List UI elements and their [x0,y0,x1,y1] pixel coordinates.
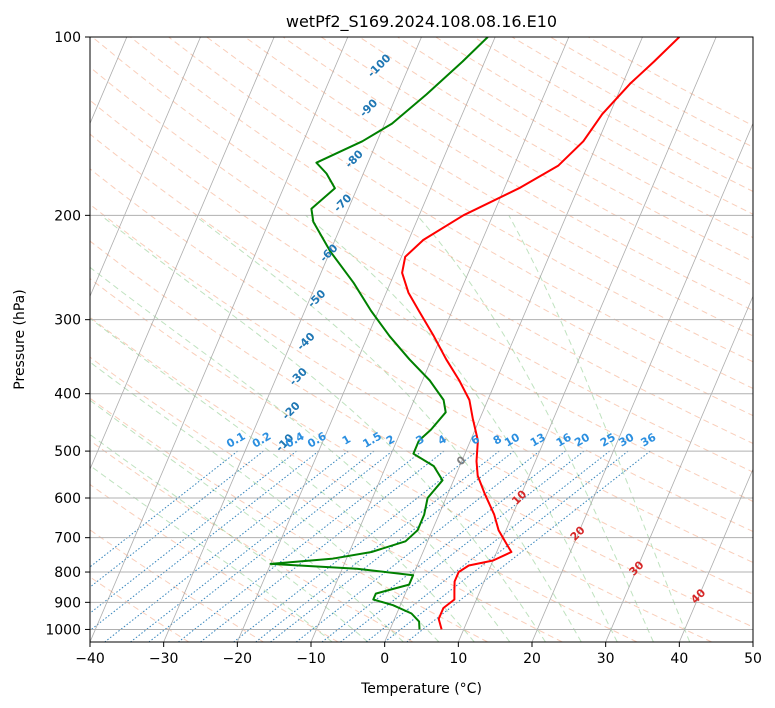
y-axis-label: Pressure (hPa) [12,289,28,389]
mixing-ratio-line [90,450,238,568]
plot-frame [89,36,754,643]
mixing-ratio-line [270,450,515,642]
dry-adiabat-line [90,133,753,533]
temperature-profile-line [401,37,680,630]
x-tick-label: −10 [296,651,326,667]
dewpoint-profile-line [269,37,489,630]
isotherm-gridline [531,122,753,642]
dry-adiabat-line [244,37,753,337]
dry-adiabat-line [90,483,339,642]
moist-adiabat-line [100,214,546,642]
moist-adiabat-line [305,214,618,642]
isotherm-gridline [90,37,201,298]
dry-adiabat-line [130,37,753,417]
y-tick-label: 400 [54,387,81,403]
mixing-ratio-line [321,450,566,642]
x-tick-label: 30 [597,651,615,667]
moist-adiabat-line [90,465,333,642]
x-tick-label: −20 [223,651,253,667]
x-tick-label: −30 [149,651,179,667]
isotherm-gridline [384,37,643,642]
chart-title: wetPf2_S169.2024.108.08.16.E10 [286,12,557,32]
dry-adiabat-line [90,240,753,628]
mixing-ratio-line [384,450,629,642]
mixing-ratio-line [130,450,375,642]
mixing-ratio-line [200,450,445,642]
moist-adiabat-line [90,399,404,642]
plot-area: -100-90-80-70-60-50-40-30-20-100.1 0.2 0.4… [90,37,753,642]
moist-adiabat-line [508,215,691,642]
x-tick-label: 40 [670,651,688,667]
isotherm-gridline [310,37,570,642]
y-tick-label: 600 [54,491,81,507]
y-tick-label: 800 [54,565,81,581]
x-tick-label: 50 [744,651,762,667]
mixing-ratio-line [233,450,478,642]
moist-adiabat-line [90,433,369,642]
mixing-ratio-line [90,450,319,632]
mixing-ratio-line [406,450,651,642]
x-tick-label: 0 [380,651,389,667]
isotherm-gridline [90,37,349,642]
dry-adiabat-line [282,37,753,312]
y-tick-label: 700 [54,531,81,547]
x-tick-label: 10 [449,651,467,667]
moist-adiabat-line [90,361,440,642]
dry-adiabat-line [90,316,638,642]
y-tick-label: 500 [54,444,81,460]
dry-adiabat-line [90,203,753,595]
dry-adiabat-line [91,37,753,445]
y-tick-label: 100 [54,30,81,46]
isotherm-gridline [90,37,275,471]
moist-adiabat-line [416,214,654,642]
dry-adiabat-line [90,278,712,642]
isotherm-gridline [605,295,753,642]
mixing-ratio-line [104,450,349,642]
mixing-ratio-line [148,450,393,642]
mixing-ratio-line [90,450,264,588]
moist-adiabat-line [90,266,511,642]
isotherm-gridline [163,37,422,642]
mixing-ratio-line [365,450,610,642]
mixing-ratio-line [340,450,585,642]
y-tick-label: 900 [54,595,81,611]
y-tick-label: 300 [54,313,81,329]
x-tick-label: −40 [75,651,105,667]
isotherm-gridline [236,37,496,642]
mixing-ratio-line [90,450,297,614]
y-tick-label: 1000 [45,622,81,638]
dry-adiabat-line [90,529,264,642]
axis-ticks: −40 −30 −20 −10 0 10 20 30 40 50 1000 900 800 700 600 5… [45,30,762,667]
isotherm-gridline [457,37,717,642]
x-axis-label: Temperature (°C) [360,681,482,697]
dry-adiabat-line [90,99,753,502]
y-tick-label: 200 [54,208,81,224]
isotherm-gridline [678,468,753,642]
mixing-ratio-line [178,450,423,642]
dry-adiabat-line [168,37,753,389]
mixing-ratio-line [255,450,500,642]
moist-adiabat-line [194,214,582,642]
dry-adiabat-line [90,356,563,642]
mixing-ratio-line [295,450,540,642]
x-tick-label: 20 [523,651,541,667]
